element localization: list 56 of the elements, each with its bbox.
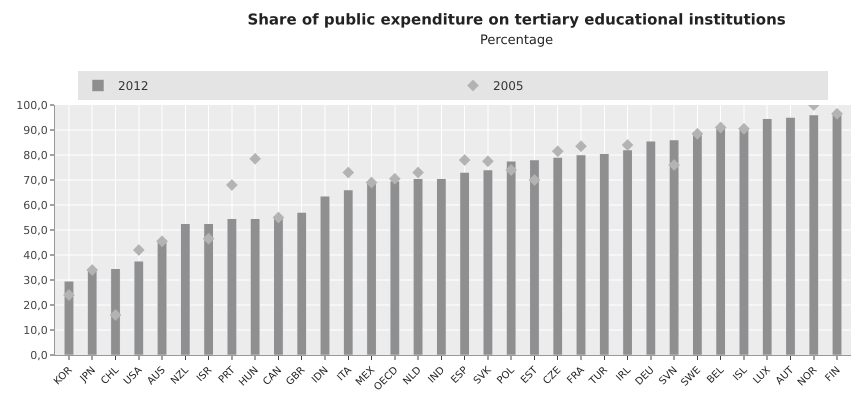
point bbox=[156, 235, 168, 248]
point bbox=[132, 244, 145, 256]
point bbox=[458, 154, 470, 166]
point bbox=[110, 309, 122, 321]
x-tick-label: TUR bbox=[587, 364, 610, 388]
point bbox=[366, 176, 378, 188]
y-tick-label: 80,0 bbox=[23, 148, 48, 162]
y-tick-label: 100,0 bbox=[16, 98, 48, 112]
x-tick-label: IND bbox=[426, 364, 448, 386]
legend-label: 2005 bbox=[493, 79, 524, 94]
x-tick-label: FIN bbox=[823, 364, 843, 384]
point bbox=[342, 166, 354, 178]
point bbox=[63, 289, 75, 301]
x-tick-label: ISL bbox=[731, 364, 750, 384]
x-tick-label: IRL bbox=[614, 364, 634, 384]
point bbox=[86, 264, 98, 276]
point bbox=[692, 128, 704, 140]
x-tick-label: POL bbox=[495, 364, 518, 386]
point bbox=[412, 166, 424, 178]
x-tick-label: ESP bbox=[449, 364, 470, 386]
point bbox=[388, 172, 401, 185]
point bbox=[528, 174, 540, 186]
x-tick-label: NZL bbox=[169, 364, 192, 387]
legend-label: 2012 bbox=[118, 79, 149, 94]
point bbox=[622, 139, 634, 151]
point bbox=[272, 212, 284, 224]
point bbox=[249, 152, 262, 165]
y-tick-label: 90,0 bbox=[23, 124, 48, 137]
x-tick-label: BEL bbox=[705, 364, 727, 386]
x-tick-label: GBR bbox=[284, 364, 308, 388]
y-tick-label: 40,0 bbox=[23, 248, 48, 262]
x-tick-label: FRA bbox=[565, 364, 587, 386]
y-tick-label: 70,0 bbox=[23, 174, 48, 187]
point bbox=[482, 155, 494, 168]
chart-subtitle: Percentage bbox=[480, 32, 554, 48]
y-tick-label: 10,0 bbox=[23, 324, 48, 337]
y-tick-label: 0,0 bbox=[30, 348, 48, 362]
point bbox=[831, 108, 843, 120]
x-tick-label: CHL bbox=[99, 364, 122, 387]
y-tick-label: 20,0 bbox=[23, 298, 48, 312]
y-tick-label: 50,0 bbox=[23, 224, 48, 237]
y-tick-label: 30,0 bbox=[23, 274, 48, 287]
x-tick-label: ITA bbox=[335, 364, 354, 384]
x-tick-label: USA bbox=[122, 364, 145, 388]
x-tick-label: ISR bbox=[195, 364, 214, 384]
chart-title: Share of public expenditure on tertiary educational institutions bbox=[247, 10, 786, 28]
point bbox=[552, 145, 564, 158]
y-tick-label: 60,0 bbox=[23, 198, 48, 212]
point bbox=[738, 122, 750, 135]
point bbox=[668, 159, 680, 171]
point bbox=[202, 232, 214, 245]
point bbox=[226, 179, 238, 191]
point bbox=[714, 122, 727, 134]
x-tick-label: IDN bbox=[310, 364, 331, 386]
point bbox=[575, 140, 587, 152]
point bbox=[505, 164, 518, 176]
